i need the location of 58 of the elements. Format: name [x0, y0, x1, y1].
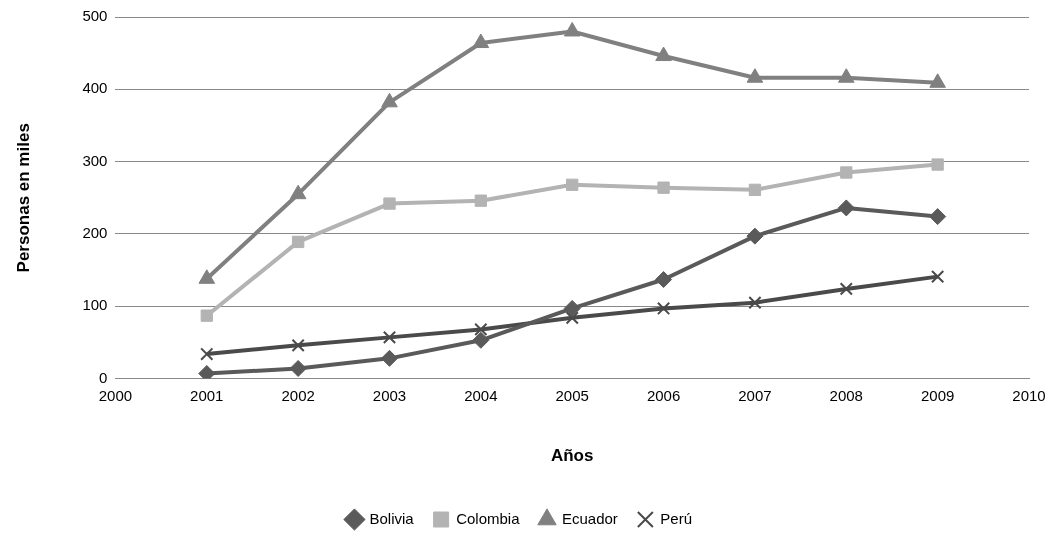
point [746, 68, 764, 83]
point [381, 349, 398, 367]
x-tick-label: 2004 [464, 386, 498, 404]
y-tick-label: 500 [82, 7, 108, 25]
point [839, 282, 853, 296]
point [656, 301, 671, 316]
point [289, 359, 307, 377]
point [840, 166, 853, 179]
point [929, 208, 947, 226]
y-axis-title: Personas en miles [13, 123, 33, 273]
point [657, 181, 670, 194]
point [837, 68, 855, 83]
point [472, 331, 490, 349]
x-tick-label: 2000 [98, 386, 133, 404]
point [200, 347, 214, 361]
x-tick-label: 2003 [372, 386, 407, 404]
x-axis-title: Años [550, 446, 594, 466]
point [748, 183, 762, 196]
y-tick-label: 0 [99, 368, 108, 386]
point [474, 194, 488, 207]
legend-label: Colombia [456, 509, 521, 527]
x-tick-label: 2002 [281, 386, 315, 404]
point [291, 235, 305, 249]
point [200, 309, 213, 322]
point [565, 311, 579, 325]
point [655, 271, 673, 289]
point [472, 33, 490, 49]
point [563, 299, 581, 317]
x-tick-label: 2005 [555, 386, 589, 404]
x-tick-label: 2001 [190, 386, 224, 404]
y-tick-label: 300 [82, 151, 108, 169]
point [289, 184, 307, 200]
legend-label: Perú [660, 509, 693, 527]
x-tick-label: 2008 [829, 386, 863, 404]
point [837, 199, 855, 217]
y-tick-label: 400 [82, 79, 108, 97]
point [930, 269, 945, 284]
point [291, 338, 305, 352]
x-tick-label: 2009 [920, 386, 955, 404]
legend-label: Ecuador [562, 509, 618, 527]
point [748, 296, 762, 310]
y-tick-label: 200 [82, 224, 108, 242]
point [929, 73, 946, 88]
x-tick-label: 2007 [738, 386, 772, 404]
x-tick-label: 2006 [646, 386, 681, 404]
y-tick-label: 100 [82, 296, 108, 314]
point [655, 46, 672, 62]
point [198, 365, 216, 379]
point [381, 92, 398, 108]
point [931, 158, 944, 171]
point [474, 322, 488, 337]
point [382, 330, 397, 345]
point [566, 178, 579, 191]
legend-label: Bolivia [369, 509, 415, 527]
point [746, 227, 764, 245]
point [563, 21, 581, 37]
point [383, 197, 396, 210]
x-tick-label: 2010 [1012, 386, 1046, 404]
